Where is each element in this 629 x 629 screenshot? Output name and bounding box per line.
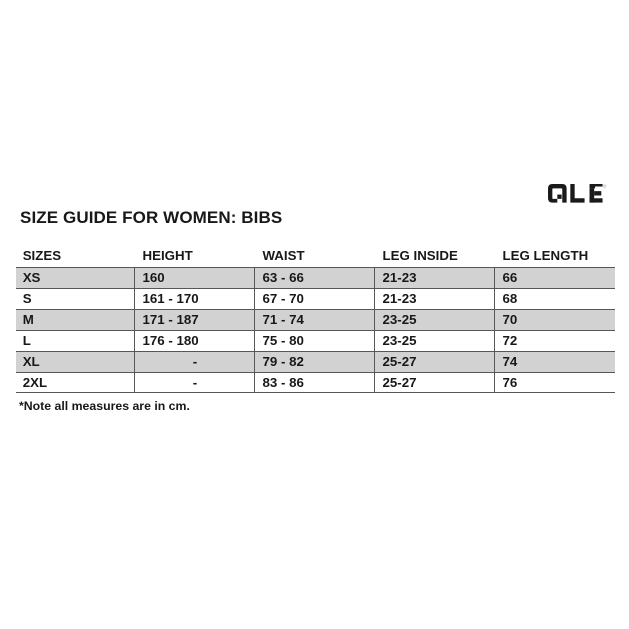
svg-text:R: R (604, 186, 606, 188)
